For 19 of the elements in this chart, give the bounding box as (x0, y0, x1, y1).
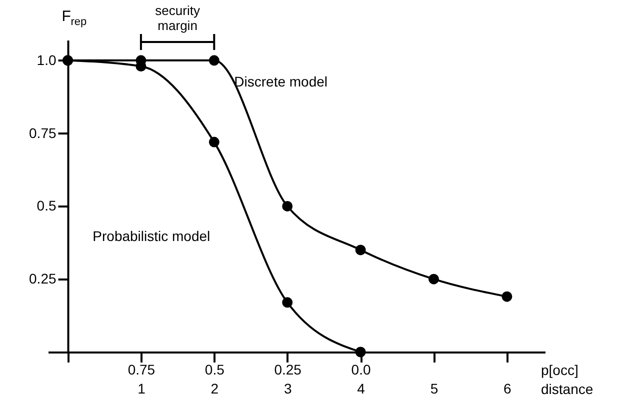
x2-tick-label: 0.5 (204, 362, 225, 378)
x2-tick-label: 0.75 (128, 362, 156, 378)
series-label: Discrete model (234, 73, 328, 90)
x-tick-label: 2 (210, 380, 219, 396)
y-tick-label: 0.25 (29, 270, 56, 287)
y-tick-label: 0.5 (36, 198, 56, 214)
x-tick-label: 6 (504, 380, 512, 396)
x-tick-label: 1 (138, 380, 146, 396)
x2-axis-title: p[occ] (541, 362, 578, 378)
text: security margin (155, 3, 200, 33)
x-axis-title: distance (541, 381, 594, 397)
x-tick-label: 5 (430, 380, 438, 396)
x-tick-label: 3 (284, 380, 292, 396)
x2-tick-label: 0.0 (351, 362, 371, 378)
text: Probabilistic model (92, 228, 210, 244)
x2-tick-label: 0.25 (274, 362, 302, 378)
y-tick-label: 1.0 (36, 52, 56, 68)
x-tick-label: 4 (357, 380, 366, 396)
y-tick-label: 0.75 (29, 124, 56, 141)
